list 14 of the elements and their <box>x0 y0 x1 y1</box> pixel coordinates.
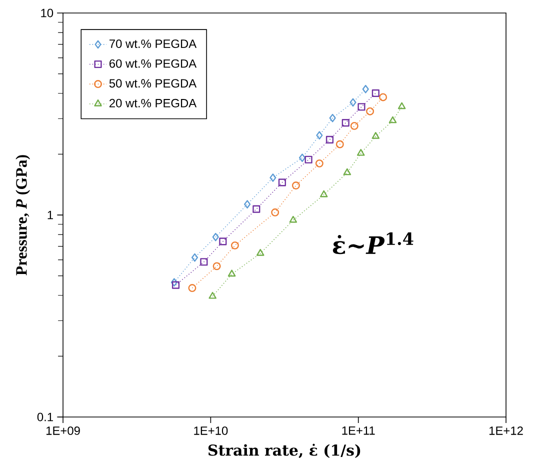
legend-label: 20 wt.% PEGDA <box>109 98 197 108</box>
legend-label: 50 wt.% PEGDA <box>109 79 197 88</box>
legend-label: 70 wt.% PEGDA <box>110 40 197 48</box>
x-tick-label: 1E+11 <box>342 426 375 435</box>
annotation: ε̇~P$^{1.4}$ <box>332 232 414 254</box>
y-tick-label: 0.1 <box>37 412 53 422</box>
x-tick-label: 1E+10 <box>194 426 228 435</box>
x-tick-label: 1E+12 <box>489 426 523 435</box>
y-axis-title: Pressure, P (GPa) <box>16 155 30 276</box>
x-tick-label: 1E+09 <box>46 426 80 435</box>
y-tick-label: 1 <box>48 210 53 220</box>
x-axis-title: Strain rate, ε̇ (1/s) <box>208 444 360 458</box>
legend-label: 60 wt.% PEGDA <box>110 59 197 68</box>
y-tick-label: 10 <box>41 8 54 18</box>
